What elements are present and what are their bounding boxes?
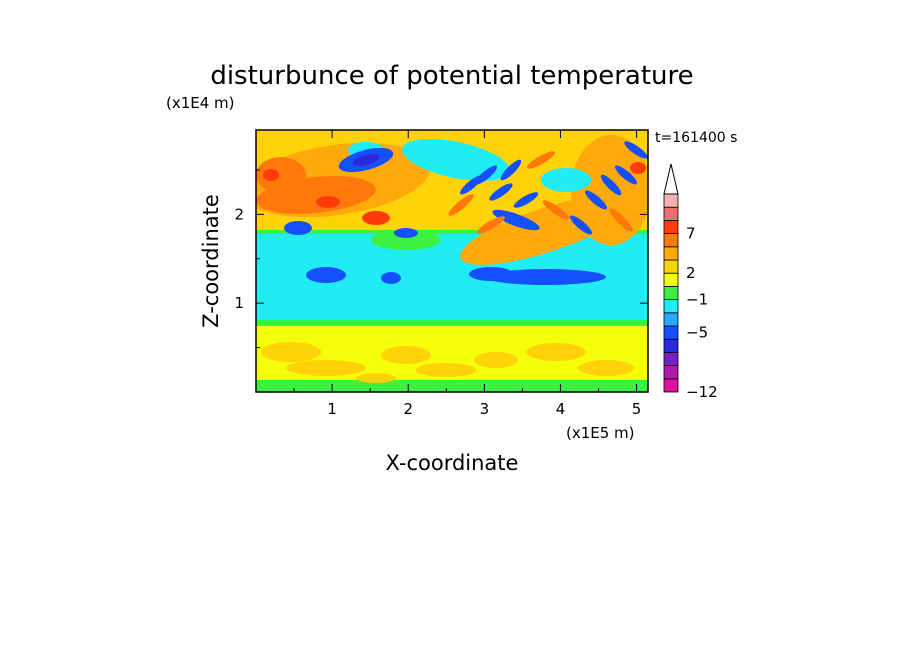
cold-blob-core (352, 153, 380, 167)
wave-streak-warm (542, 200, 570, 220)
cold-blob (306, 267, 346, 283)
y-axis: 12 (234, 169, 648, 349)
upper-hot-patch (256, 157, 306, 193)
wave-streak (513, 192, 539, 208)
y-tick-label: 1 (234, 294, 244, 312)
colorbar-level (663, 259, 679, 274)
plot-frame (255, 129, 649, 393)
cold-blob (381, 272, 401, 284)
cold-blob (492, 209, 540, 231)
y-tick-label: 2 (234, 205, 244, 223)
hot-core (263, 169, 279, 181)
lower-transition-band (256, 316, 648, 326)
colorbar-level (663, 378, 679, 393)
lower-warm-patch (286, 360, 366, 376)
colorbar-level (663, 206, 679, 221)
x-tick-label: 4 (556, 400, 566, 418)
wave-streak (584, 190, 608, 210)
colorbar-tick-label: −12 (686, 383, 718, 401)
colorbar-level (663, 272, 679, 287)
wave-streak-warm (527, 151, 555, 169)
lower-warm-patch (474, 352, 518, 368)
lower-edge-band (256, 380, 648, 392)
wave-streak-warm (609, 208, 633, 232)
hot-core (316, 196, 340, 208)
wave-streak (614, 165, 638, 185)
colorbar-level (663, 219, 679, 234)
hot-core (362, 211, 390, 225)
time-label: t=161400 s (655, 130, 737, 146)
lower-warm-patch (526, 343, 586, 361)
colorbar-level (663, 285, 679, 300)
cold-blob (284, 221, 312, 235)
lower-warm-patch (356, 373, 396, 383)
upper-cool-patch (371, 230, 441, 250)
chart-title: disturbunce of potential temperature (210, 61, 693, 91)
lower-warm-patch (416, 363, 476, 377)
x-tick-label: 2 (403, 400, 413, 418)
colorbar: 7 2 −1 −5 −12 (663, 163, 718, 401)
colorbar-extend-arrow (663, 163, 679, 195)
colorbar-level (663, 338, 679, 353)
x-tick-label: 3 (480, 400, 490, 418)
upper-cool-patch (402, 139, 510, 181)
wave-streak-warm (448, 194, 474, 216)
y-unit-label: (x1E4 m) (166, 94, 235, 112)
x-unit-label: (x1E5 m) (566, 424, 635, 442)
temperature-field (256, 130, 648, 392)
lower-warm-patch (261, 342, 321, 362)
colorbar-tick-label: 7 (686, 225, 696, 243)
wave-streak (624, 141, 648, 159)
wave-streak (489, 183, 513, 201)
colorbar-level (663, 233, 679, 248)
cold-blob (469, 267, 513, 281)
colorbar-tick-label: −5 (686, 324, 708, 342)
wave-streak (500, 159, 522, 181)
wave-streak (474, 165, 498, 185)
cold-blob (486, 269, 606, 285)
x-tick-label: 5 (632, 400, 642, 418)
x-tick-label: 1 (327, 400, 337, 418)
plot-area (256, 130, 648, 392)
cold-blob (394, 228, 418, 238)
x-axis-title: X-coordinate (386, 451, 519, 475)
colorbar-level (663, 246, 679, 261)
lower-warm-patch (381, 346, 431, 364)
upper-cool-patch (541, 168, 591, 192)
hot-core (630, 162, 646, 174)
colorbar-level (663, 325, 679, 340)
y-axis-title: Z-coordinate (199, 194, 223, 328)
colorbar-level (663, 299, 679, 314)
upper-warm-patch (571, 135, 648, 245)
lower-warm-patch (578, 360, 634, 376)
colorbar-level (663, 193, 679, 208)
wave-streak (569, 215, 593, 235)
wave-streak (600, 174, 622, 196)
wave-streak-warm (477, 216, 505, 234)
colorbar-level (663, 365, 679, 380)
colorbar-tick-label: −1 (686, 291, 708, 309)
colorbar-level (663, 351, 679, 366)
colorbar-level (663, 312, 679, 327)
x-axis: 1 2 3 4 5 (293, 130, 642, 418)
colorbar-tick-label: 2 (686, 264, 696, 282)
